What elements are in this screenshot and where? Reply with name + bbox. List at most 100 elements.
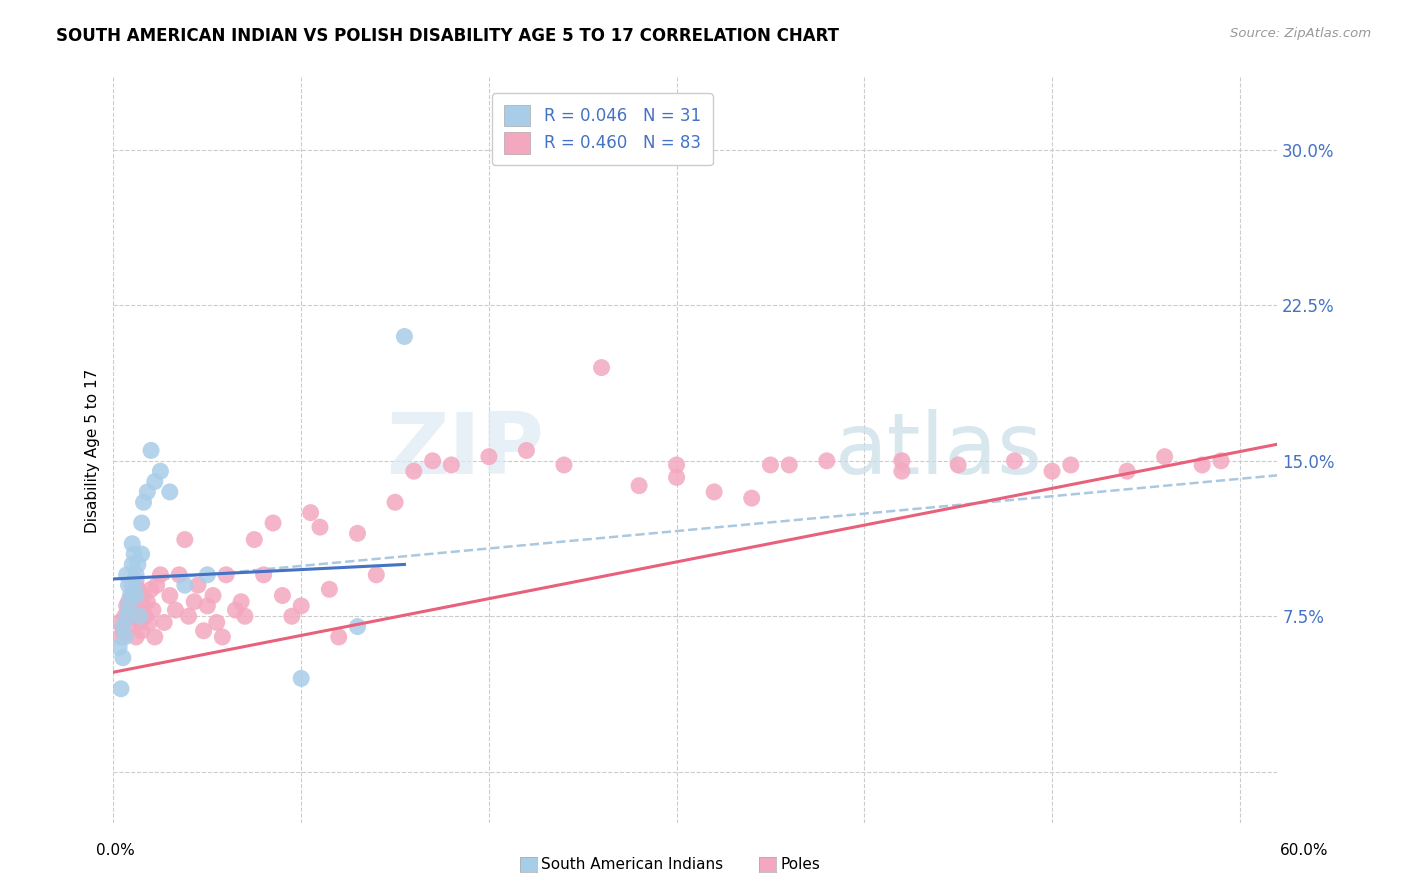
Point	[110, 630, 132, 644]
Point	[131, 547, 153, 561]
Point	[328, 630, 350, 644]
Point	[815, 454, 838, 468]
Point	[117, 578, 139, 592]
Point	[136, 595, 159, 609]
Point	[122, 582, 145, 597]
Text: SOUTH AMERICAN INDIAN VS POLISH DISABILITY AGE 5 TO 17 CORRELATION CHART: SOUTH AMERICAN INDIAN VS POLISH DISABILI…	[56, 27, 839, 45]
Point	[114, 630, 136, 644]
Point	[195, 567, 218, 582]
Point	[131, 599, 153, 613]
Point	[366, 567, 388, 582]
Point	[139, 443, 162, 458]
Point	[271, 589, 294, 603]
Point	[741, 491, 763, 505]
Point	[125, 567, 148, 582]
Point	[318, 582, 340, 597]
Point	[201, 589, 224, 603]
Point	[1209, 454, 1232, 468]
Point	[125, 630, 148, 644]
Point	[177, 609, 200, 624]
Text: ZIP: ZIP	[387, 409, 544, 492]
Point	[128, 609, 150, 624]
Point	[122, 547, 145, 561]
Point	[138, 615, 160, 630]
Point	[665, 458, 688, 472]
Point	[139, 582, 162, 597]
Point	[394, 329, 416, 343]
Point	[553, 458, 575, 472]
Point	[224, 603, 246, 617]
Point	[628, 478, 651, 492]
Point	[299, 506, 322, 520]
Point	[108, 640, 131, 655]
Point	[110, 681, 132, 696]
Text: Poles: Poles	[780, 857, 820, 871]
Point	[759, 458, 782, 472]
Point	[136, 484, 159, 499]
Point	[946, 458, 969, 472]
Legend: R = 0.046   N = 31, R = 0.460   N = 83: R = 0.046 N = 31, R = 0.460 N = 83	[492, 94, 713, 165]
Point	[205, 615, 228, 630]
Text: 0.0%: 0.0%	[96, 843, 135, 858]
Point	[117, 595, 139, 609]
Point	[173, 533, 195, 547]
Point	[346, 526, 368, 541]
Text: South American Indians: South American Indians	[541, 857, 724, 871]
Point	[117, 619, 139, 633]
Point	[120, 589, 142, 603]
Point	[132, 589, 155, 603]
Point	[440, 458, 463, 472]
Text: atlas: atlas	[835, 409, 1043, 492]
Point	[187, 578, 209, 592]
Point	[165, 603, 187, 617]
Point	[703, 484, 725, 499]
Point	[243, 533, 266, 547]
Point	[193, 624, 215, 638]
Point	[422, 454, 444, 468]
Point	[115, 599, 138, 613]
Point	[215, 567, 238, 582]
Point	[1040, 464, 1063, 478]
Point	[134, 609, 156, 624]
Point	[1060, 458, 1083, 472]
Point	[125, 574, 148, 588]
Point	[143, 630, 166, 644]
Text: Source: ZipAtlas.com: Source: ZipAtlas.com	[1230, 27, 1371, 40]
Point	[127, 558, 149, 572]
Point	[122, 609, 145, 624]
Point	[309, 520, 332, 534]
Point	[478, 450, 501, 464]
Point	[131, 624, 153, 638]
Point	[262, 516, 284, 530]
Point	[128, 615, 150, 630]
Point	[1153, 450, 1175, 464]
Point	[121, 537, 143, 551]
Point	[231, 595, 253, 609]
Point	[591, 360, 613, 375]
Point	[125, 589, 148, 603]
Point	[1191, 458, 1213, 472]
Point	[384, 495, 406, 509]
Point	[142, 603, 165, 617]
Point	[120, 603, 142, 617]
Point	[122, 578, 145, 592]
Point	[132, 495, 155, 509]
Point	[111, 619, 134, 633]
Point	[515, 443, 537, 458]
Y-axis label: Disability Age 5 to 17: Disability Age 5 to 17	[86, 368, 100, 533]
Point	[117, 599, 139, 613]
Point	[153, 615, 176, 630]
Point	[890, 454, 912, 468]
Point	[290, 672, 312, 686]
Point	[143, 475, 166, 489]
Point	[281, 609, 304, 624]
Point	[346, 619, 368, 633]
Point	[167, 567, 190, 582]
Point	[121, 578, 143, 592]
Point	[173, 578, 195, 592]
Point	[145, 578, 167, 592]
Point	[127, 603, 149, 617]
Point	[665, 470, 688, 484]
Point	[131, 516, 153, 530]
Point	[402, 464, 425, 478]
